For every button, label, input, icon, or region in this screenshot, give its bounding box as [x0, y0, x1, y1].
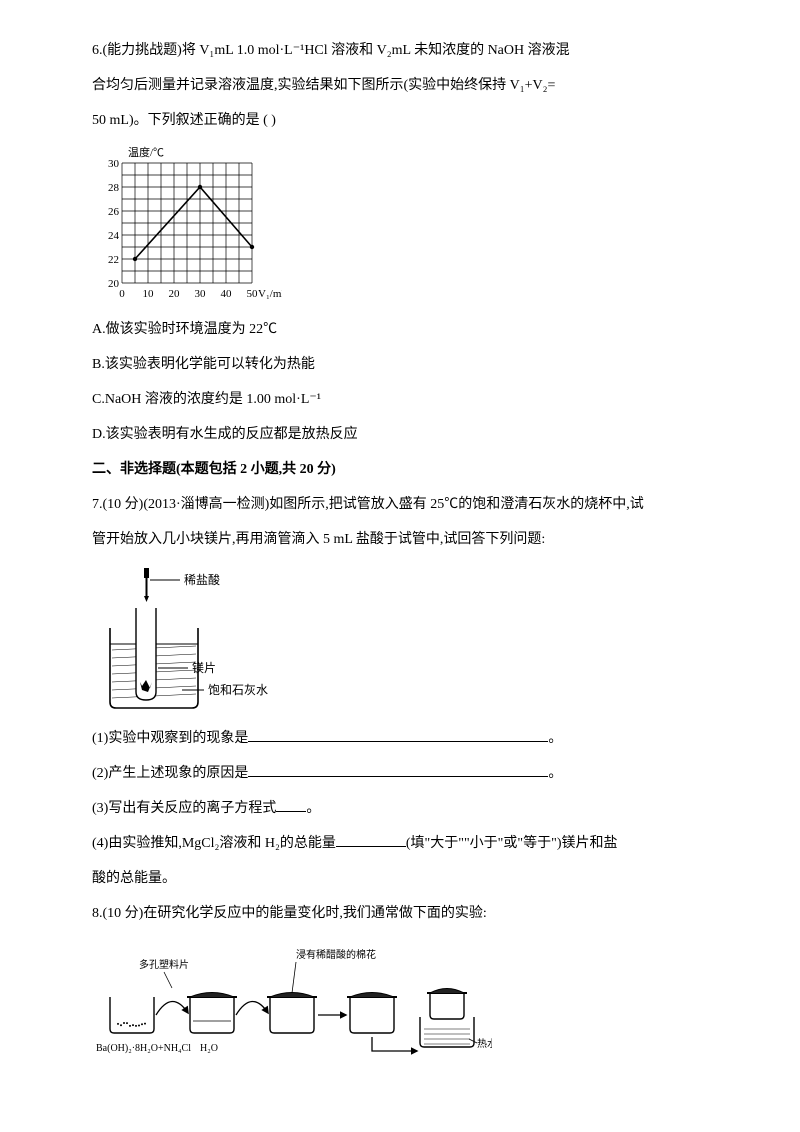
q7-diagram: 稀盐酸镁片饱和石灰水 — [92, 564, 710, 714]
blank-field[interactable] — [248, 776, 548, 777]
q6-line1: 6.(能力挑战题)将 V₁mL 1.0 mol·L⁻¹HCl 溶液和 V₂mL … — [92, 40, 710, 61]
svg-text:20: 20 — [108, 278, 120, 290]
svg-text:10: 10 — [143, 288, 155, 300]
blank-field[interactable] — [336, 846, 406, 847]
svg-text:30: 30 — [195, 288, 207, 300]
svg-text:稀盐酸: 稀盐酸 — [184, 572, 220, 587]
svg-text:28: 28 — [108, 182, 120, 194]
svg-text:20: 20 — [169, 288, 181, 300]
svg-text:热水: 热水 — [477, 1037, 492, 1050]
blank-field[interactable] — [248, 741, 548, 742]
q7-p1-prefix: (1)实验中观察到的现象是 — [92, 731, 248, 746]
q7-p2-suffix: 。 — [548, 766, 562, 781]
q7-p3-suffix: 。 — [306, 801, 320, 816]
q7-line2: 管开始放入几小块镁片,再用滴管滴入 5 mL 盐酸于试管中,试回答下列问题: — [92, 529, 710, 550]
q8-diagram: Ba(OH)₂·8H₂O+NH₄Cl 多孔塑料片 H₂O 浸有稀醋酸的棉花热水 — [92, 938, 710, 1058]
q6-optC: C.NaOH 溶液的浓度约是 1.00 mol·L⁻¹ — [92, 389, 710, 410]
q7-p2-prefix: (2)产生上述现象的原因是 — [92, 766, 248, 781]
q6-optB: B.该实验表明化学能可以转化为热能 — [92, 354, 710, 375]
svg-text:镁片: 镁片 — [192, 661, 216, 675]
q7-p3: (3)写出有关反应的离子方程式 。 — [92, 798, 710, 819]
q6-line2: 合均匀后测量并记录溶液温度,实验结果如下图所示(实验中始终保持 V₁+V₂= — [92, 75, 710, 96]
q6-optA: A.做该实验时环境温度为 22℃ — [92, 319, 710, 340]
q7-p1: (1)实验中观察到的现象是 。 — [92, 728, 710, 749]
svg-text:浸有稀醋酸的棉花: 浸有稀醋酸的棉花 — [296, 948, 376, 961]
svg-text:22: 22 — [108, 254, 119, 266]
blank-field[interactable] — [276, 811, 306, 812]
svg-text:40: 40 — [221, 288, 233, 300]
q6-line3: 50 mL)。下列叙述正确的是 ( ) — [92, 110, 710, 131]
temperature-chart: 温度/℃ 20 22 24 26 28 30 0 10 20 30 40 50V₁/mL — [92, 145, 710, 305]
svg-text:24: 24 — [108, 230, 120, 242]
svg-text:30: 30 — [108, 158, 120, 170]
q8-line1: 8.(10 分)在研究化学反应中的能量变化时,我们通常做下面的实验: — [92, 903, 710, 924]
svg-text:Ba(OH)₂·8H₂O+NH₄Cl: Ba(OH)₂·8H₂O+NH₄Cl — [96, 1043, 191, 1054]
q7-line1: 7.(10 分)(2013·淄博高一检测)如图所示,把试管放入盛有 25℃的饱和… — [92, 494, 710, 515]
svg-text:0: 0 — [119, 288, 125, 300]
svg-text:H₂O: H₂O — [200, 1043, 218, 1054]
q7-p1-suffix: 。 — [548, 731, 562, 746]
section2-heading: 二、非选择题(本题包括 2 小题,共 20 分) — [92, 459, 710, 480]
svg-text:50: 50 — [247, 288, 259, 300]
svg-text:V₁/mL: V₁/mL — [258, 288, 282, 300]
q7-p4a: (4)由实验推知,MgCl₂溶液和 H₂的总能量 — [92, 836, 336, 851]
q7-p2: (2)产生上述现象的原因是 。 — [92, 763, 710, 784]
q6-optD: D.该实验表明有水生成的反应都是放热反应 — [92, 424, 710, 445]
svg-text:26: 26 — [108, 206, 120, 218]
q7-p4: (4)由实验推知,MgCl₂溶液和 H₂的总能量 (填"大于""小于"或"等于")… — [92, 833, 710, 854]
svg-text:饱和石灰水: 饱和石灰水 — [208, 682, 268, 697]
q7-p4c: 酸的总能量。 — [92, 868, 710, 889]
q7-p3-text: (3)写出有关反应的离子方程式 — [92, 801, 276, 816]
q7-p4b: (填"大于""小于"或"等于")镁片和盐 — [406, 836, 618, 851]
svg-text:多孔塑料片: 多孔塑料片 — [139, 958, 189, 971]
svg-text:温度/℃: 温度/℃ — [128, 145, 164, 159]
